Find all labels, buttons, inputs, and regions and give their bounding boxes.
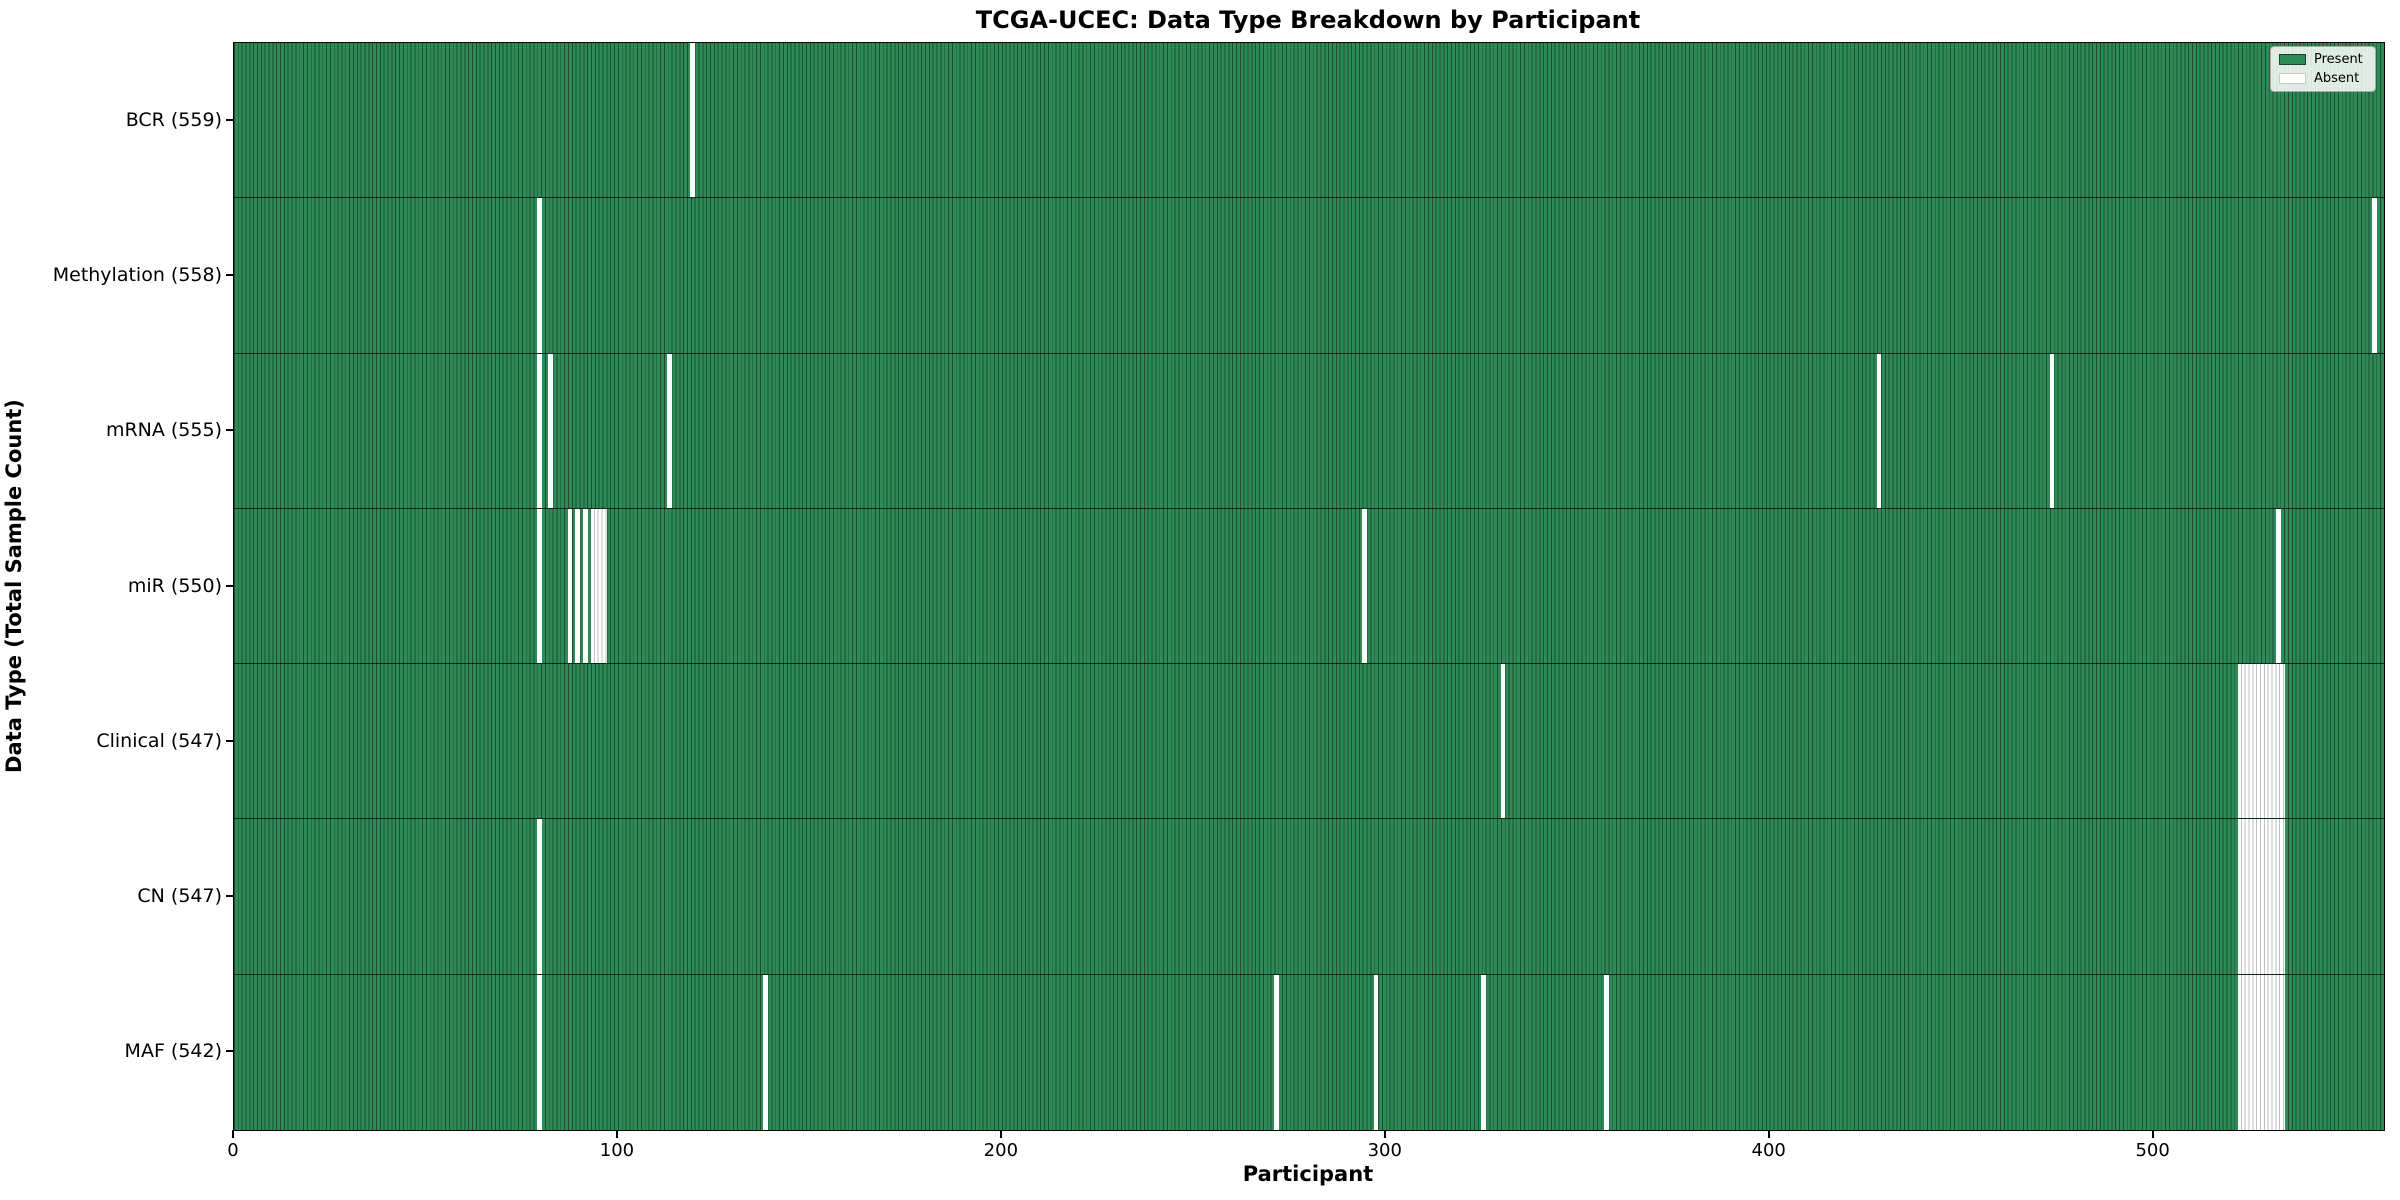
- x-tick-label-500: 500: [2135, 1140, 2170, 1161]
- y-tick-label-maf: MAF (542): [124, 1040, 222, 1063]
- absent-gap: [536, 819, 542, 974]
- absent-gap: [536, 353, 542, 508]
- absent-gap: [582, 508, 588, 664]
- absent-swatch-icon: [2279, 73, 2306, 84]
- y-tick-mark: [226, 1050, 234, 1053]
- legend-entry-absent: Absent: [2279, 72, 2367, 85]
- row-clinical: [234, 664, 2384, 820]
- y-tick-mark: [226, 273, 234, 276]
- chart-title: TCGA-UCEC: Data Type Breakdown by Partic…: [975, 6, 1641, 34]
- absent-gap: [2276, 508, 2281, 664]
- x-tick-mark: [1383, 1130, 1386, 1138]
- legend-label-present: Present: [2314, 52, 2363, 67]
- absent-gap: [1876, 353, 1882, 508]
- plot-area: [233, 42, 2385, 1131]
- row-mrna: [234, 353, 2384, 509]
- x-tick-mark: [2151, 1130, 2154, 1138]
- y-tick-mark: [226, 895, 234, 898]
- absent-gap: [2237, 664, 2285, 819]
- x-tick-label-300: 300: [1367, 1140, 1402, 1161]
- absent-gap: [667, 353, 673, 508]
- row-methylation: [234, 198, 2384, 354]
- row-bcr: [234, 43, 2384, 199]
- absent-gap: [590, 508, 607, 664]
- y-tick-label-bcr: BCR (559): [125, 108, 222, 131]
- y-tick-label-mrna: mRNA (555): [105, 419, 222, 442]
- legend-label-absent: Absent: [2314, 71, 2360, 86]
- y-tick-mark: [226, 584, 234, 587]
- row-maf: [234, 974, 2384, 1130]
- x-axis-label: Participant: [1242, 1162, 1374, 1186]
- absent-gap: [1604, 974, 1609, 1130]
- x-tick-label-0: 0: [227, 1140, 239, 1161]
- y-tick-label-methylation: Methylation (558): [52, 263, 222, 286]
- absent-gap: [2372, 198, 2377, 353]
- absent-gap: [1373, 974, 1379, 1130]
- legend-entry-present: Present: [2279, 53, 2367, 66]
- x-tick-label-100: 100: [599, 1140, 635, 1161]
- y-axis-label: Data Type (Total Sample Count): [2, 399, 26, 773]
- y-tick-label-mir: miR (550): [127, 574, 222, 597]
- absent-gap: [548, 353, 554, 508]
- row-mir: [234, 508, 2384, 665]
- absent-gap: [575, 508, 580, 664]
- absent-gap: [2049, 353, 2055, 508]
- present-swatch-icon: [2279, 54, 2306, 65]
- absent-gap: [567, 508, 573, 664]
- absent-gap: [1274, 974, 1279, 1130]
- absent-gap: [536, 198, 542, 353]
- row-cn: [234, 819, 2384, 975]
- absent-gap: [536, 974, 542, 1130]
- y-tick-mark: [226, 118, 234, 121]
- absent-gap: [690, 43, 696, 198]
- y-tick-label-cn: CN (547): [137, 885, 222, 908]
- absent-gap: [1481, 974, 1486, 1130]
- x-tick-label-200: 200: [983, 1140, 1019, 1161]
- y-tick-label-clinical: Clinical (547): [96, 729, 222, 752]
- x-tick-mark: [232, 1130, 234, 1138]
- x-tick-mark: [615, 1130, 618, 1138]
- absent-gap: [763, 974, 769, 1130]
- absent-gap: [1500, 664, 1506, 819]
- y-tick-mark: [226, 429, 234, 432]
- absent-gap: [2237, 974, 2285, 1130]
- legend: Present Absent: [2270, 46, 2376, 92]
- absent-gap: [536, 508, 542, 664]
- x-tick-mark: [1767, 1130, 1770, 1138]
- x-tick-label-400: 400: [1751, 1140, 1786, 1161]
- absent-gap: [1362, 508, 1367, 664]
- x-tick-mark: [999, 1130, 1002, 1138]
- y-tick-mark: [226, 739, 234, 742]
- absent-gap: [2237, 819, 2285, 974]
